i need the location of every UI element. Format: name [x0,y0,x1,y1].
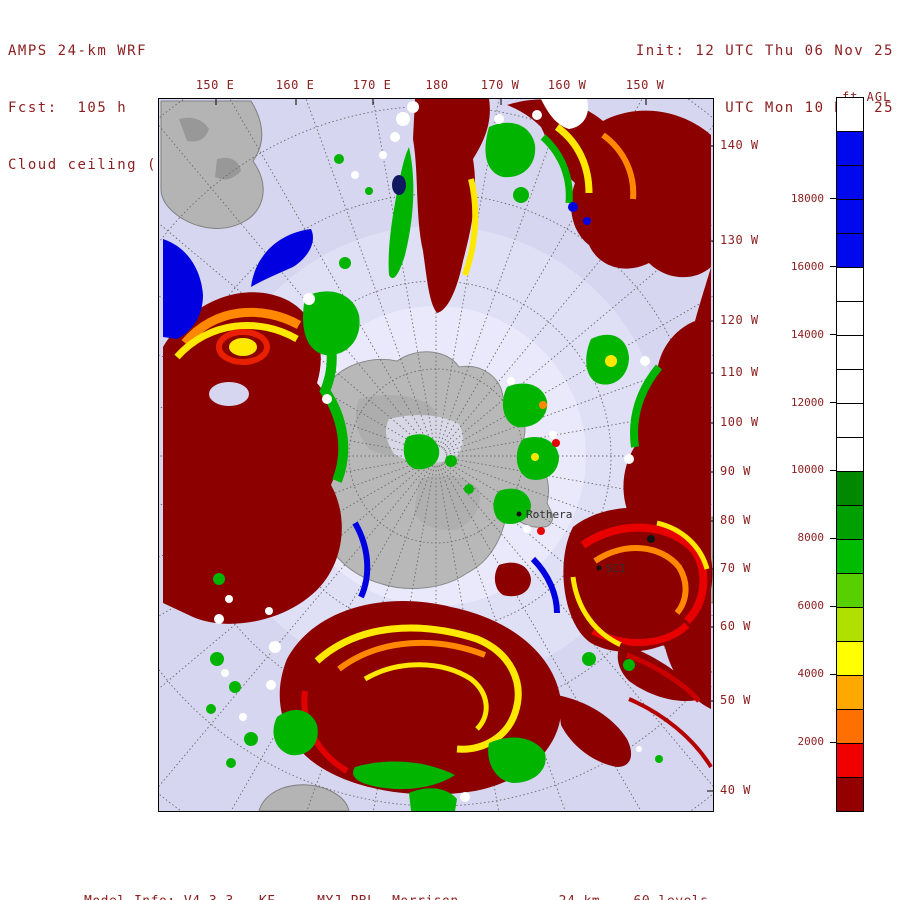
colorbar-segment [837,268,863,302]
colorbar-tick-label: 8000 [797,531,825,545]
colorbar-segment [837,710,863,744]
lon-label-top: 150 E [195,78,235,92]
colorbar-ticks [830,97,836,810]
lon-label-right: 50 W [720,693,751,707]
lon-label-right: 40 W [720,783,751,797]
lon-label-right: 110 W [720,365,759,379]
colorbar-tick-label: 4000 [797,667,825,681]
colorbar-segment [837,98,863,132]
landmass-bottom [258,784,350,811]
colorbar-segment [837,336,863,370]
colorbar-tick-label: 2000 [797,735,825,749]
model-info-footer: Model Info: V4.3.3 KF MYJ PBL Morrison 2… [84,862,717,900]
colorbar [836,97,864,812]
colorbar-segment [837,676,863,710]
lon-label-right: 100 W [720,415,759,429]
cloud-ceiling-layer [163,99,713,811]
forecast-hour: Fcst: 105 h [8,100,128,116]
lon-label-right: 70 W [720,561,751,575]
polar-map: Rothera SCI [159,99,713,811]
station-dot-rothera [516,511,522,517]
colorbar-tick-labels: 18000 16000 14000 12000 10000 8000 6000 4000 200… [772,97,830,810]
colorbar-segment [837,302,863,336]
colorbar-segment [837,608,863,642]
station-dot-extra [647,535,655,543]
lon-label-right: 80 W [720,513,751,527]
colorbar-segment [837,404,863,438]
lon-label-top: 180 [425,78,449,92]
colorbar-tick-label: 18000 [790,191,824,205]
colorbar-tick-label: 10000 [790,463,824,477]
lon-label-right: 140 W [720,138,759,152]
lon-label-right: 120 W [720,313,759,327]
colorbar-tick-label: 6000 [797,599,825,613]
lon-label-top: 170 E [352,78,392,92]
colorbar-segment [837,744,863,778]
colorbar-segment [837,234,863,268]
lon-label-top: 150 W [625,78,665,92]
lon-label-top: 160 E [275,78,315,92]
colorbar-tick-label: 16000 [790,259,824,273]
station-dot-sci [596,565,602,571]
colorbar-segment [837,472,863,506]
colorbar-segment [837,574,863,608]
lon-label-top: 170 W [480,78,520,92]
colorbar-segment [837,166,863,200]
station-label-sci: SCI [606,562,626,575]
lon-label-right: 60 W [720,619,751,633]
colorbar-segment [837,540,863,574]
map-frame: Rothera SCI [158,98,714,812]
model-info-line1: Model Info: V4.3.3 KF MYJ PBL Morrison 2… [84,894,717,900]
model-name: AMPS 24-km WRF [8,43,148,59]
colorbar-segment [837,642,863,676]
landmass-top-left [160,100,264,229]
colorbar-tick-label: 14000 [790,327,824,341]
colorbar-tick-label: 12000 [790,395,824,409]
init-time: Init: 12 UTC Thu 06 Nov 25 [635,43,894,59]
colorbar-segment [837,132,863,166]
longitude-labels-top: 150 E 160 E 170 E 180 170 W 160 W 150 W [158,78,714,94]
colorbar-segment [837,200,863,234]
colorbar-segment [837,506,863,540]
longitude-labels-right: 140 W 130 W 120 W 110 W 100 W 90 W 80 W 70 W 60 … [718,98,778,811]
lon-label-right: 130 W [720,233,759,247]
station-markers: Rothera SCI [516,508,655,575]
colorbar-segment [837,370,863,404]
colorbar-segment [837,438,863,472]
lon-label-right: 90 W [720,464,751,478]
colorbar-segment [837,778,863,811]
lon-label-top: 160 W [547,78,587,92]
station-label-rothera: Rothera [526,508,572,521]
